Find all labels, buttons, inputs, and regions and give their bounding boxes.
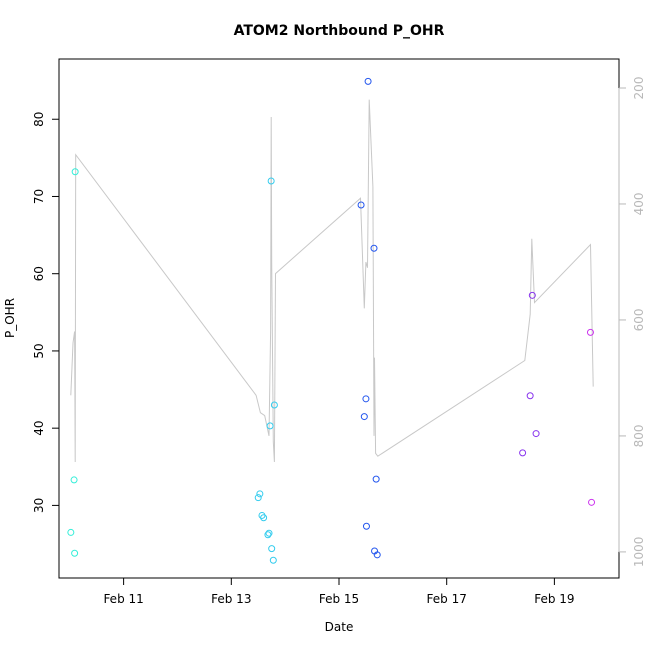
data-point <box>67 528 75 536</box>
x-tick-label: Feb 17 <box>427 592 467 606</box>
y2-tick-label: 800 <box>632 424 646 447</box>
y2-tick-label: 600 <box>632 308 646 331</box>
data-point <box>586 328 594 336</box>
data-point <box>254 494 262 502</box>
y2-tick-label: 1000 <box>632 537 646 568</box>
y2-tick-label: 400 <box>632 193 646 216</box>
data-point <box>528 291 536 299</box>
point-layer <box>67 77 596 564</box>
x-axis: Feb 11 Feb 13 Feb 15 Feb 17 Feb 19 <box>103 577 575 606</box>
data-point <box>370 244 378 252</box>
plot-frame <box>58 58 620 579</box>
chart-title: ATOM2 Northbound P_OHR <box>234 23 445 39</box>
data-point <box>270 401 278 409</box>
line-layer <box>70 99 594 463</box>
y-tick-label: 50 <box>32 343 46 358</box>
data-point <box>357 201 365 209</box>
data-point <box>360 413 368 421</box>
plot-border <box>58 58 620 579</box>
y-tick-label: 60 <box>32 266 46 281</box>
y2-axis: 200 400 600 800 1000 <box>618 77 646 568</box>
data-point <box>364 77 372 85</box>
data-point <box>267 177 275 185</box>
data-point <box>532 430 540 438</box>
y-tick-label: 70 <box>32 189 46 204</box>
data-point <box>372 475 380 483</box>
data-point <box>588 498 596 506</box>
y-axis: 30 40 50 60 70 80 <box>32 112 60 513</box>
data-point <box>519 449 527 457</box>
data-point <box>268 545 276 553</box>
data-point <box>71 168 79 176</box>
data-point <box>264 531 272 539</box>
y-tick-label: 30 <box>32 498 46 513</box>
data-point <box>265 529 273 537</box>
data-point <box>70 476 78 484</box>
y-tick-label: 80 <box>32 112 46 127</box>
data-point <box>362 395 370 403</box>
y-tick-label: 40 <box>32 421 46 436</box>
y-axis-label: P_OHR <box>3 298 17 338</box>
x-tick-label: Feb 11 <box>103 592 143 606</box>
x-axis-label: Date <box>325 620 354 634</box>
x-tick-label: Feb 13 <box>211 592 251 606</box>
series-line <box>70 99 594 463</box>
x-tick-label: Feb 19 <box>534 592 574 606</box>
data-point <box>526 392 534 400</box>
data-point <box>362 522 370 530</box>
data-point <box>71 549 79 557</box>
data-point <box>269 556 277 564</box>
data-point <box>373 551 381 559</box>
data-point <box>260 514 268 522</box>
data-point <box>256 490 264 498</box>
data-point <box>266 422 274 430</box>
y2-tick-label: 200 <box>632 77 646 100</box>
x-tick-label: Feb 15 <box>319 592 359 606</box>
